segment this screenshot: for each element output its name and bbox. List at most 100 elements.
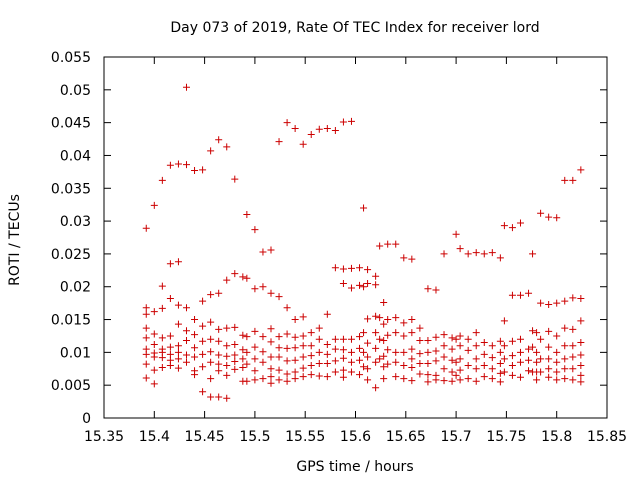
- data-point: [259, 333, 267, 341]
- data-point: [372, 312, 380, 320]
- data-point: [360, 363, 368, 371]
- data-point: [207, 393, 215, 401]
- data-point: [259, 375, 267, 383]
- data-point: [182, 358, 190, 366]
- data-point: [496, 369, 504, 377]
- data-point: [251, 367, 259, 375]
- data-point: [364, 339, 372, 347]
- data-point: [516, 219, 524, 227]
- data-point: [408, 345, 416, 353]
- data-point: [347, 117, 355, 125]
- data-point: [577, 166, 585, 174]
- data-point: [231, 340, 239, 348]
- data-point: [174, 342, 182, 350]
- data-point: [339, 118, 347, 126]
- data-point: [215, 367, 223, 375]
- data-point: [364, 365, 372, 373]
- data-point: [223, 342, 231, 350]
- data-point: [545, 343, 553, 351]
- data-point: [577, 295, 585, 303]
- data-point: [500, 317, 508, 325]
- x-tick-label: 15.8: [541, 429, 572, 445]
- data-point: [360, 348, 368, 356]
- data-point: [347, 348, 355, 356]
- data-point: [174, 301, 182, 309]
- data-point: [400, 361, 408, 369]
- data-point: [372, 329, 380, 337]
- data-point: [380, 363, 388, 371]
- data-point: [440, 250, 448, 258]
- data-point: [500, 368, 508, 376]
- data-point: [166, 361, 174, 369]
- data-point: [372, 358, 380, 366]
- data-point: [577, 378, 585, 386]
- data-point: [408, 363, 416, 371]
- data-point: [142, 224, 150, 232]
- data-point: [191, 371, 199, 379]
- data-point: [347, 264, 355, 272]
- data-point: [223, 361, 231, 369]
- data-point: [424, 337, 432, 345]
- data-point: [508, 291, 516, 299]
- data-point: [400, 348, 408, 356]
- data-point: [323, 340, 331, 348]
- data-point: [231, 358, 239, 366]
- data-point: [569, 376, 577, 384]
- data-point: [384, 360, 392, 368]
- data-point: [472, 365, 480, 373]
- data-point: [464, 346, 472, 354]
- data-point: [315, 125, 323, 133]
- data-point: [150, 366, 158, 374]
- data-point: [191, 353, 199, 361]
- data-point: [182, 161, 190, 169]
- data-point: [408, 255, 416, 263]
- data-point: [331, 368, 339, 376]
- data-point: [392, 240, 400, 248]
- data-point: [533, 358, 541, 366]
- chart-title: Day 073 of 2019, Rate Of TEC Index for r…: [170, 20, 539, 36]
- data-point: [452, 358, 460, 366]
- data-point: [360, 204, 368, 212]
- data-point: [577, 371, 585, 379]
- data-point: [231, 175, 239, 183]
- data-point: [150, 330, 158, 338]
- data-point: [199, 166, 207, 174]
- data-point: [533, 348, 541, 356]
- data-point: [464, 335, 472, 343]
- data-point: [331, 345, 339, 353]
- data-point: [392, 348, 400, 356]
- data-point: [553, 358, 561, 366]
- data-point: [380, 337, 388, 345]
- x-tick-label: 15.55: [285, 429, 325, 445]
- data-point: [267, 353, 275, 361]
- data-point: [207, 348, 215, 356]
- data-point: [456, 245, 464, 253]
- data-point: [142, 324, 150, 332]
- data-point: [347, 284, 355, 292]
- data-point: [356, 333, 364, 341]
- plot-frame: [103, 56, 608, 419]
- x-tick-label: 15.4: [139, 429, 170, 445]
- data-point: [529, 343, 537, 351]
- data-point: [291, 333, 299, 341]
- data-point: [267, 246, 275, 254]
- data-point: [339, 335, 347, 343]
- data-point: [508, 352, 516, 360]
- data-point: [166, 343, 174, 351]
- data-point: [392, 329, 400, 337]
- data-point: [360, 283, 368, 291]
- x-tick-label: 15.45: [185, 429, 225, 445]
- y-tick-label: 0.04: [60, 148, 91, 164]
- data-point: [464, 250, 472, 258]
- data-point: [142, 374, 150, 382]
- data-point: [456, 366, 464, 374]
- data-point: [267, 373, 275, 381]
- data-point: [569, 294, 577, 302]
- data-point: [356, 344, 364, 352]
- data-point: [199, 337, 207, 345]
- data-point: [516, 373, 524, 381]
- y-tick-label: 0.005: [51, 378, 91, 394]
- data-point: [480, 350, 488, 358]
- data-point: [231, 270, 239, 278]
- y-axis-label: ROTI / TECUs: [7, 194, 23, 286]
